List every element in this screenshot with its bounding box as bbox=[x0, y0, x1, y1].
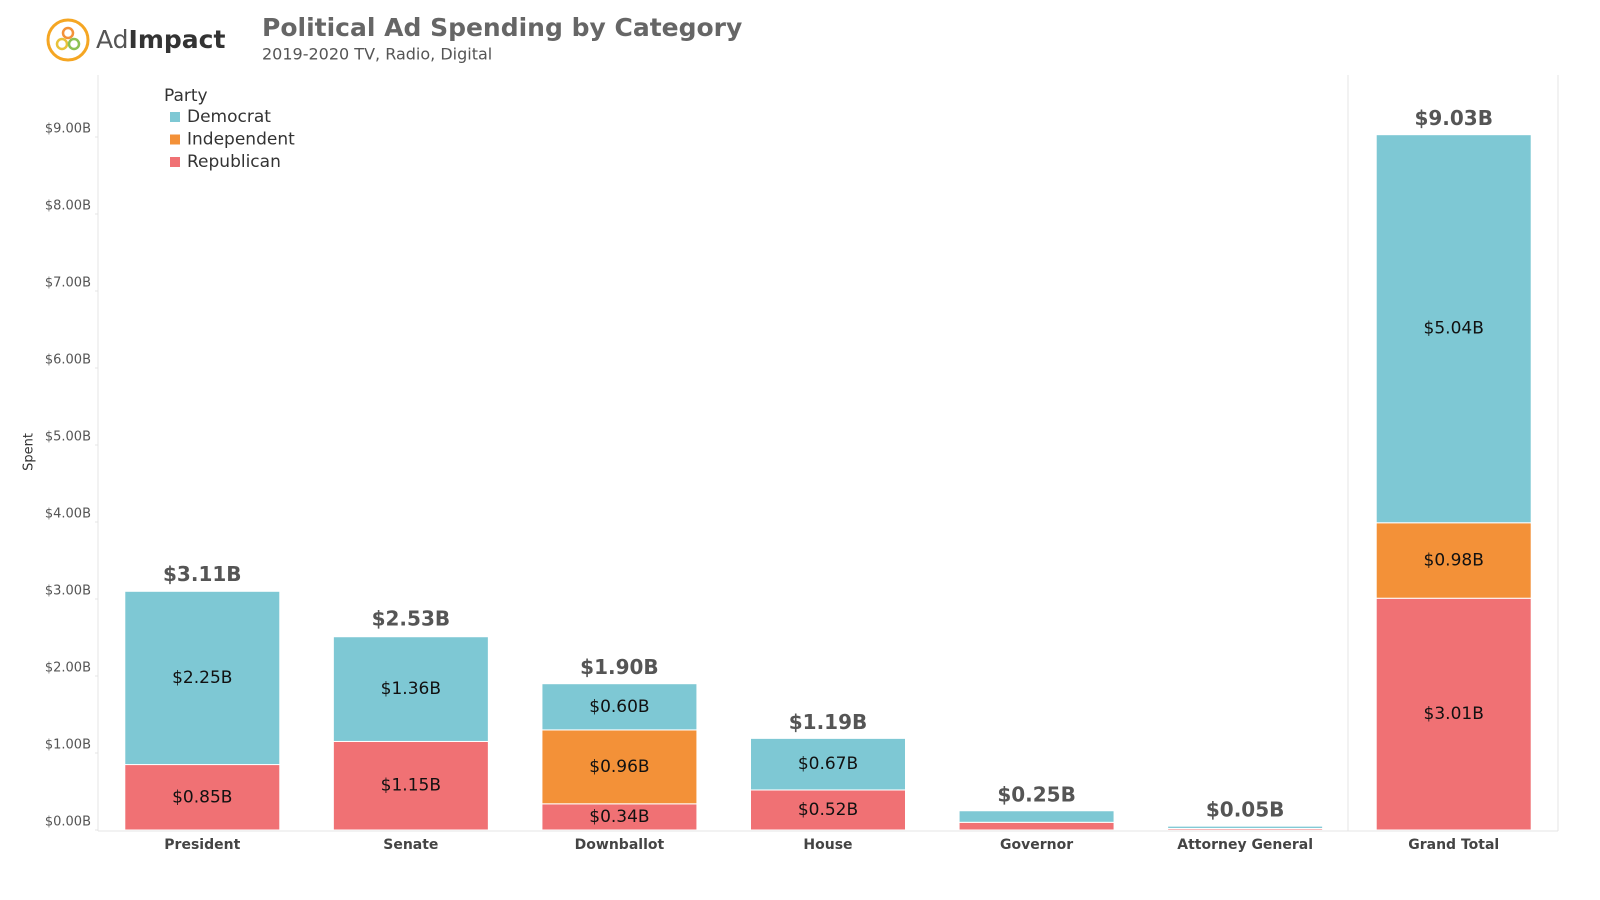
y-tick-label: $2.00B bbox=[45, 661, 91, 676]
total-label: $1.90B bbox=[580, 655, 659, 679]
y-tick-label: $7.00B bbox=[45, 276, 91, 291]
total-label: $0.05B bbox=[1206, 798, 1285, 822]
y-tick-label: $1.00B bbox=[45, 738, 91, 753]
legend-title: Party bbox=[164, 86, 208, 106]
legend-label: Democrat bbox=[187, 107, 271, 127]
data-label: $0.34B bbox=[589, 807, 649, 827]
bar-segment bbox=[958, 810, 1115, 823]
bar-segment bbox=[332, 740, 489, 831]
data-label: $0.67B bbox=[798, 754, 858, 774]
x-tick-label: Downballot bbox=[575, 837, 665, 853]
x-tick-label: Senate bbox=[383, 837, 438, 853]
bar-segment bbox=[750, 737, 906, 791]
logo-dot bbox=[55, 37, 69, 51]
bar-segment bbox=[332, 636, 489, 742]
y-tick-label: $9.00B bbox=[45, 122, 91, 137]
bar-segment bbox=[541, 729, 698, 805]
logo-ring bbox=[46, 18, 90, 62]
y-axis-label: Spent bbox=[22, 433, 37, 471]
bar-segment bbox=[124, 764, 281, 831]
data-label: $3.01B bbox=[1424, 704, 1484, 724]
data-label: $0.52B bbox=[798, 800, 858, 820]
y-tick-label: $8.00B bbox=[45, 199, 91, 214]
logo-text: AdImpact bbox=[96, 25, 225, 54]
logo-impact: Impact bbox=[129, 25, 226, 54]
y-tick-label: $0.00B bbox=[45, 815, 91, 830]
y-tick-label: $6.00B bbox=[45, 353, 91, 368]
bar-segment bbox=[124, 590, 281, 766]
total-label: $2.53B bbox=[372, 607, 451, 631]
total-label: $9.03B bbox=[1414, 106, 1493, 130]
chart-subtitle: 2019-2020 TV, Radio, Digital bbox=[262, 45, 492, 64]
total-label: $3.11B bbox=[163, 562, 242, 586]
y-tick-label: $3.00B bbox=[45, 584, 91, 599]
data-label: $0.60B bbox=[589, 697, 649, 717]
logo: AdImpact bbox=[46, 18, 225, 62]
bar-segment bbox=[1375, 522, 1532, 599]
bar-segment bbox=[958, 821, 1115, 831]
data-label: $0.85B bbox=[172, 787, 232, 807]
logo-dot bbox=[61, 26, 75, 40]
data-label: $1.15B bbox=[381, 776, 441, 796]
data-label: $5.04B bbox=[1424, 319, 1484, 339]
legend-swatch bbox=[170, 134, 180, 145]
total-label: $1.19B bbox=[789, 710, 868, 734]
x-tick-label: President bbox=[164, 837, 240, 853]
total-label: $0.25B bbox=[997, 782, 1076, 806]
bar-segment bbox=[541, 683, 698, 731]
y-tick-label: $5.00B bbox=[45, 430, 91, 445]
legend-swatch bbox=[170, 112, 180, 122]
chart-title: Political Ad Spending by Category bbox=[262, 13, 742, 42]
data-label: $2.25B bbox=[172, 668, 232, 688]
bar-segment bbox=[1375, 597, 1532, 831]
x-tick-label: Governor bbox=[1000, 837, 1073, 853]
logo-dot bbox=[67, 37, 81, 51]
x-tick-label: Grand Total bbox=[1408, 837, 1499, 853]
bar-segment bbox=[541, 803, 698, 831]
x-tick-label: House bbox=[803, 837, 852, 853]
bar-segment bbox=[750, 789, 906, 831]
legend-swatch bbox=[170, 157, 180, 167]
bar-segment bbox=[1375, 134, 1532, 524]
data-label: $0.98B bbox=[1424, 551, 1484, 571]
data-label: $0.96B bbox=[589, 757, 649, 777]
legend-label: Independent bbox=[187, 130, 295, 150]
bar-segment bbox=[1167, 825, 1324, 829]
data-label: $1.36B bbox=[381, 679, 441, 699]
legend-label: Republican bbox=[187, 152, 281, 172]
x-tick-label: Attorney General bbox=[1177, 837, 1313, 853]
logo-ad: Ad bbox=[96, 25, 129, 54]
y-tick-label: $4.00B bbox=[45, 507, 91, 522]
